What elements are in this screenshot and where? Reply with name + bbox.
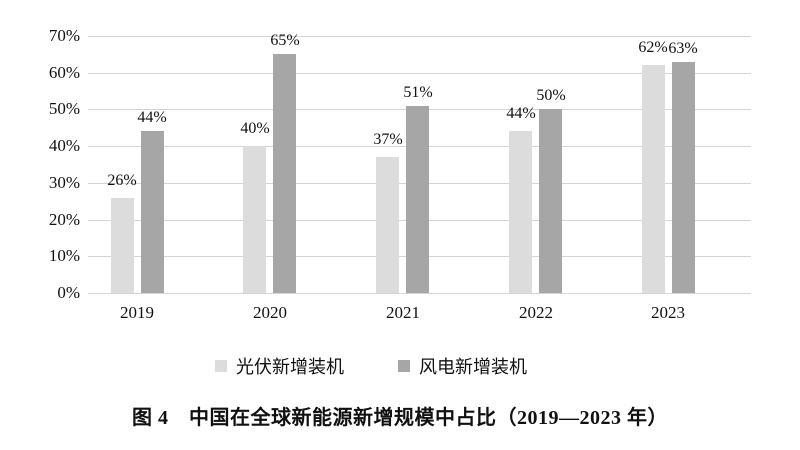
bar-solar-pv [243,146,266,293]
bar-solar-pv [376,157,399,293]
bar-solar-pv [509,131,532,293]
data-label-solar-pv: 62% [638,39,668,56]
x-tick-label: 2020 [253,303,287,322]
bar-solar-pv [642,65,665,293]
legend-item-wind: 风电新增装机 [398,353,527,379]
data-label-solar-pv: 37% [373,131,403,148]
y-gridline [88,36,751,37]
y-gridline [88,293,751,294]
y-tick-label: 50% [48,99,80,118]
y-tick-label: 60% [48,63,80,82]
x-tick-label: 2019 [120,303,154,322]
data-label-solar-pv: 26% [107,172,137,189]
legend-swatch-solar-pv [215,360,227,372]
y-tick-label: 40% [48,136,80,155]
bar-solar-pv [111,198,134,293]
x-tick-label: 2021 [386,303,420,322]
bar-wind [273,54,296,293]
y-tick-label: 0% [57,283,80,302]
y-tick-label: 20% [48,210,80,229]
bar-wind [141,131,164,293]
legend-label-solar-pv: 光伏新增装机 [236,357,344,377]
data-label-wind: 44% [137,109,167,126]
figure-caption: 图 4 中国在全球新能源新增规模中占比（2019—2023 年） [132,407,668,429]
legend-item-solar-pv: 光伏新增装机 [215,353,344,379]
y-gridline [88,73,751,74]
data-label-solar-pv: 44% [506,105,536,122]
data-label-solar-pv: 40% [240,120,270,137]
data-label-wind: 65% [270,32,300,49]
x-tick-label: 2023 [651,303,685,322]
y-tick-label: 70% [48,26,80,45]
legend-label-wind: 风电新增装机 [419,357,527,377]
bar-wind [539,109,562,293]
data-label-wind: 63% [668,40,698,57]
data-label-wind: 51% [403,84,433,101]
legend-swatch-wind [398,360,410,372]
bar-wind [406,106,429,293]
legend: 光伏新增装机 风电新增装机 [0,353,742,379]
y-tick-label: 10% [48,246,80,265]
y-tick-label: 30% [48,173,80,192]
data-label-wind: 50% [536,87,566,104]
bar-wind [672,62,695,293]
x-tick-label: 2022 [519,303,553,322]
